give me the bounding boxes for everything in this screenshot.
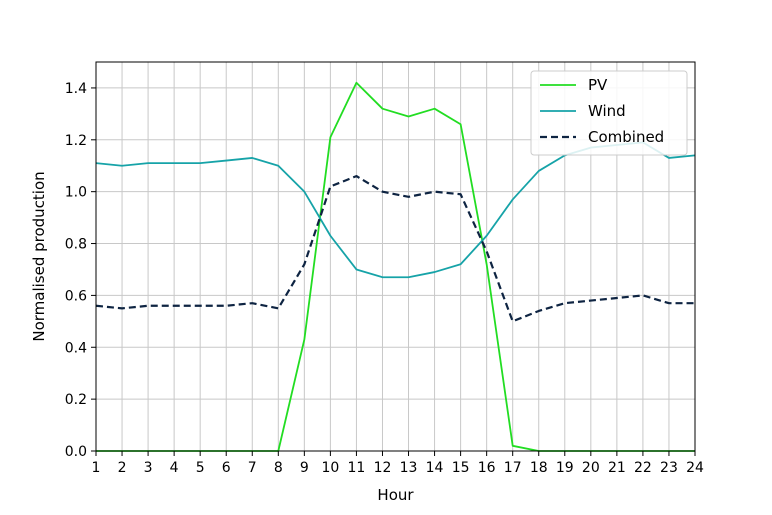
y-tick-label: 1.0 <box>65 185 87 201</box>
x-tick-label: 21 <box>608 460 626 476</box>
x-tick-label: 9 <box>300 460 309 476</box>
y-tick-label: 0.8 <box>65 237 87 253</box>
x-tick-label: 6 <box>222 460 231 476</box>
x-tick-label: 4 <box>170 460 179 476</box>
y-tick-label: 0.6 <box>65 288 87 304</box>
x-tick-label: 15 <box>452 460 470 476</box>
y-tick-label: 0.0 <box>65 444 87 460</box>
y-tick-label: 0.2 <box>65 392 87 408</box>
x-tick-label: 23 <box>660 460 678 476</box>
y-axis-label: Normalised production <box>30 171 48 341</box>
y-tick-label: 1.2 <box>65 133 87 149</box>
legend: PV Wind Combined <box>530 70 688 156</box>
x-tick-label: 8 <box>274 460 283 476</box>
x-tick-label: 16 <box>478 460 496 476</box>
x-tick-label: 5 <box>196 460 205 476</box>
legend-label: Wind <box>588 102 626 120</box>
x-tick-label: 11 <box>348 460 366 476</box>
x-tick-label: 17 <box>504 460 522 476</box>
x-tick-label: 7 <box>248 460 257 476</box>
x-tick-label: 2 <box>118 460 127 476</box>
plot-frame <box>95 61 696 452</box>
y-tick-label: 1.4 <box>65 81 87 97</box>
series-line-combined <box>95 175 695 323</box>
series-line-wind <box>95 141 696 279</box>
x-tick-label: 12 <box>374 460 392 476</box>
x-tick-label: 3 <box>144 460 153 476</box>
x-tick-label: 14 <box>426 460 444 476</box>
legend-box <box>530 70 688 156</box>
x-tick-label: 20 <box>582 460 600 476</box>
legend-label: Combined <box>588 128 664 146</box>
x-tick-label: 19 <box>556 460 574 476</box>
y-axis-ticks: 0.0 0.2 0.4 0.6 0.8 1.0 1.2 1.4 <box>65 81 96 460</box>
x-tick-label: 22 <box>634 460 652 476</box>
x-tick-label: 1 <box>92 460 101 476</box>
x-axis-label: Hour <box>377 486 414 504</box>
legend-label: PV <box>588 76 608 94</box>
y-tick-label: 0.4 <box>65 340 87 356</box>
x-tick-label: 24 <box>686 460 704 476</box>
x-axis-ticks: 1 2 3 4 5 6 7 8 9 10 11 12 13 14 15 16 17 18 19 20 21 22 23 24 <box>92 451 704 476</box>
x-tick-label: 13 <box>400 460 418 476</box>
x-tick-label: 10 <box>321 460 339 476</box>
x-tick-label: 18 <box>530 460 548 476</box>
